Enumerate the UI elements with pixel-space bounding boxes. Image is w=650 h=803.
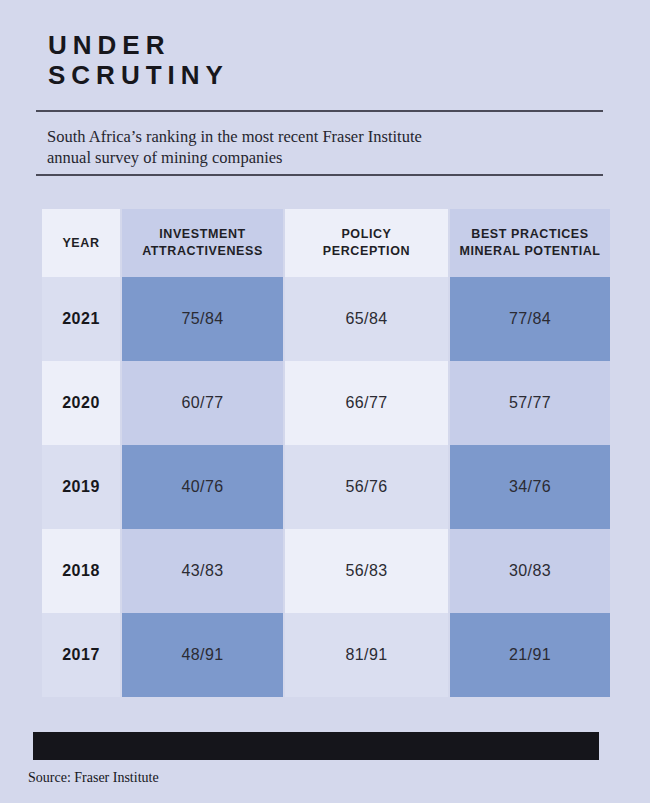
column-header-label: YEAR [62,235,99,252]
cell-2021-investment-attractiveness: 75/84 [122,277,283,361]
page-subtitle-line-2: annual survey of mining companies [47,147,422,168]
cell-2021-best-practices: 77/84 [450,277,610,361]
rule-below-subtitle [36,174,603,176]
column-header-policy-perception: POLICY PERCEPTION [285,209,448,277]
column-header-best-practices-mineral-potential: BEST PRACTICES MINERAL POTENTIAL [450,209,610,277]
cell-2020-investment-attractiveness: 60/77 [122,361,283,445]
column-header-label: MINERAL POTENTIAL [459,243,600,260]
rule-above-subtitle [36,110,603,112]
page-title-line-1: UNDER [48,30,229,60]
column-header-label: ATTRACTIVENESS [142,243,263,260]
cell-2017-policy-perception: 81/91 [285,613,448,697]
page-subtitle-line-1: South Africa’s ranking in the most recen… [47,126,422,147]
page-subtitle: South Africa’s ranking in the most recen… [47,126,422,168]
column-header-investment-attractiveness: INVESTMENT ATTRACTIVENESS [122,209,283,277]
ranking-table: YEAR INVESTMENT ATTRACTIVENESS POLICY PE… [42,209,610,697]
row-year-2017: 2017 [42,613,120,697]
cell-2017-investment-attractiveness: 48/91 [122,613,283,697]
cell-2018-investment-attractiveness: 43/83 [122,529,283,613]
row-year-2019: 2019 [42,445,120,529]
page-title: UNDER SCRUTINY [48,30,229,90]
cell-2019-best-practices: 34/76 [450,445,610,529]
cell-2018-best-practices: 30/83 [450,529,610,613]
cell-2020-best-practices: 57/77 [450,361,610,445]
cell-2021-policy-perception: 65/84 [285,277,448,361]
column-header-label: INVESTMENT [159,226,246,243]
cell-2018-policy-perception: 56/83 [285,529,448,613]
cell-2019-investment-attractiveness: 40/76 [122,445,283,529]
column-header-label: POLICY [341,226,391,243]
column-header-label: BEST PRACTICES [471,226,588,243]
footer-black-bar [33,732,599,760]
column-header-year: YEAR [42,209,120,277]
row-year-2021: 2021 [42,277,120,361]
row-year-2018: 2018 [42,529,120,613]
column-header-label: PERCEPTION [323,243,410,260]
row-year-2020: 2020 [42,361,120,445]
cell-2020-policy-perception: 66/77 [285,361,448,445]
cell-2019-policy-perception: 56/76 [285,445,448,529]
page-title-line-2: SCRUTINY [48,60,229,90]
cell-2017-best-practices: 21/91 [450,613,610,697]
source-credit: Source: Fraser Institute [28,770,159,786]
